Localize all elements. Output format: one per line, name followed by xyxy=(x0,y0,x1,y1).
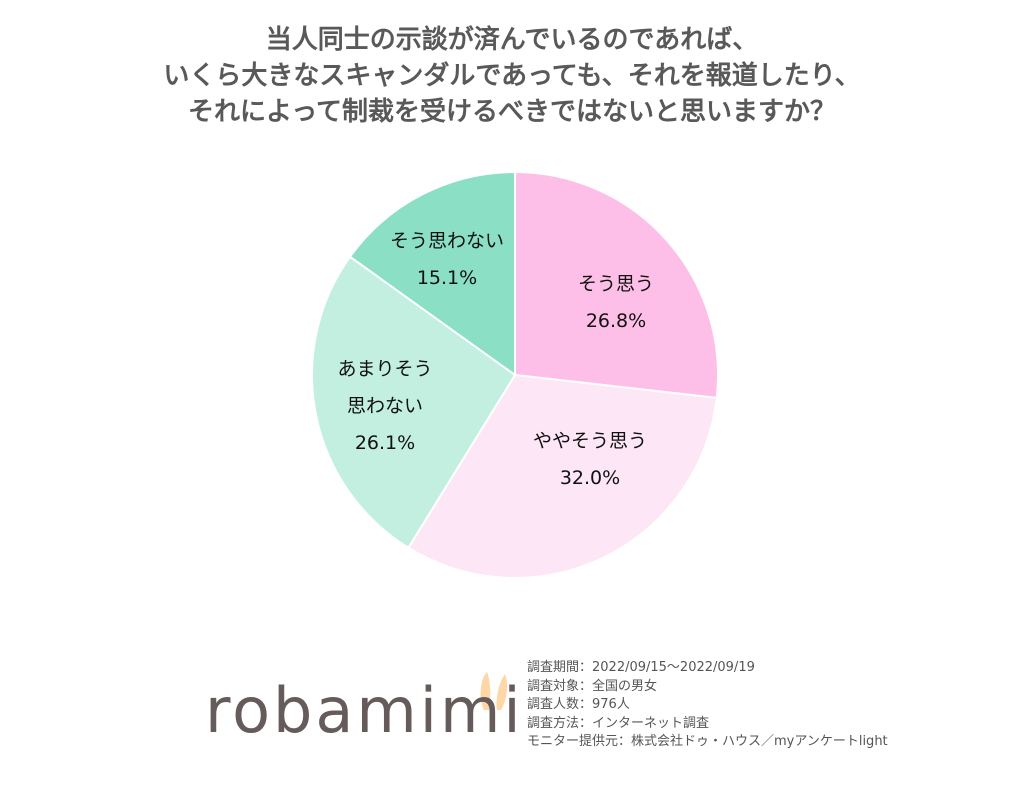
slice-label: そう思わない xyxy=(390,230,504,252)
title-line: いくら大きなスキャンダルであっても、それを報道したり、 xyxy=(163,61,861,91)
slice-label: 思わない xyxy=(347,395,423,417)
slice-label: あまりそう xyxy=(337,358,432,380)
slice-value-label: 26.1% xyxy=(355,432,415,454)
slice-value-label: 26.8% xyxy=(586,310,646,332)
pie-slice xyxy=(514,170,719,400)
note-method: 調査方法：インターネット調査 xyxy=(527,715,710,731)
survey-notes: 調査期間：2022/09/15～2022/09/19 調査対象：全国の男女 調査… xyxy=(527,659,888,752)
robamimi-logo: robamimi xyxy=(205,674,524,747)
pie-slice xyxy=(407,373,718,579)
chart-title: 当人同士の示談が済んでいるのであれば、 いくら大きなスキャンダルであっても、それ… xyxy=(0,22,1024,130)
slice-value-label: 32.0% xyxy=(560,467,620,489)
note-count: 調査人数：976人 xyxy=(527,697,630,712)
pie-slice xyxy=(311,255,517,550)
slice-value-label: 15.1% xyxy=(417,267,477,289)
note-period: 調査期間：2022/09/15～2022/09/19 xyxy=(527,660,755,675)
pie-slice xyxy=(348,170,516,377)
slice-label: ややそう思う xyxy=(533,430,647,452)
note-provider: モニター提供元：株式会社ドゥ・ハウス／myアンケートlight xyxy=(527,734,888,749)
logo-ears-icon xyxy=(480,672,508,710)
title-line: それによって制裁を受けるべきではないと思いますか？ xyxy=(188,97,836,127)
note-target: 調査対象：全国の男女 xyxy=(527,678,658,694)
title-line: 当人同士の示談が済んでいるのであれば、 xyxy=(265,25,759,55)
slice-label: そう思う xyxy=(578,273,654,295)
